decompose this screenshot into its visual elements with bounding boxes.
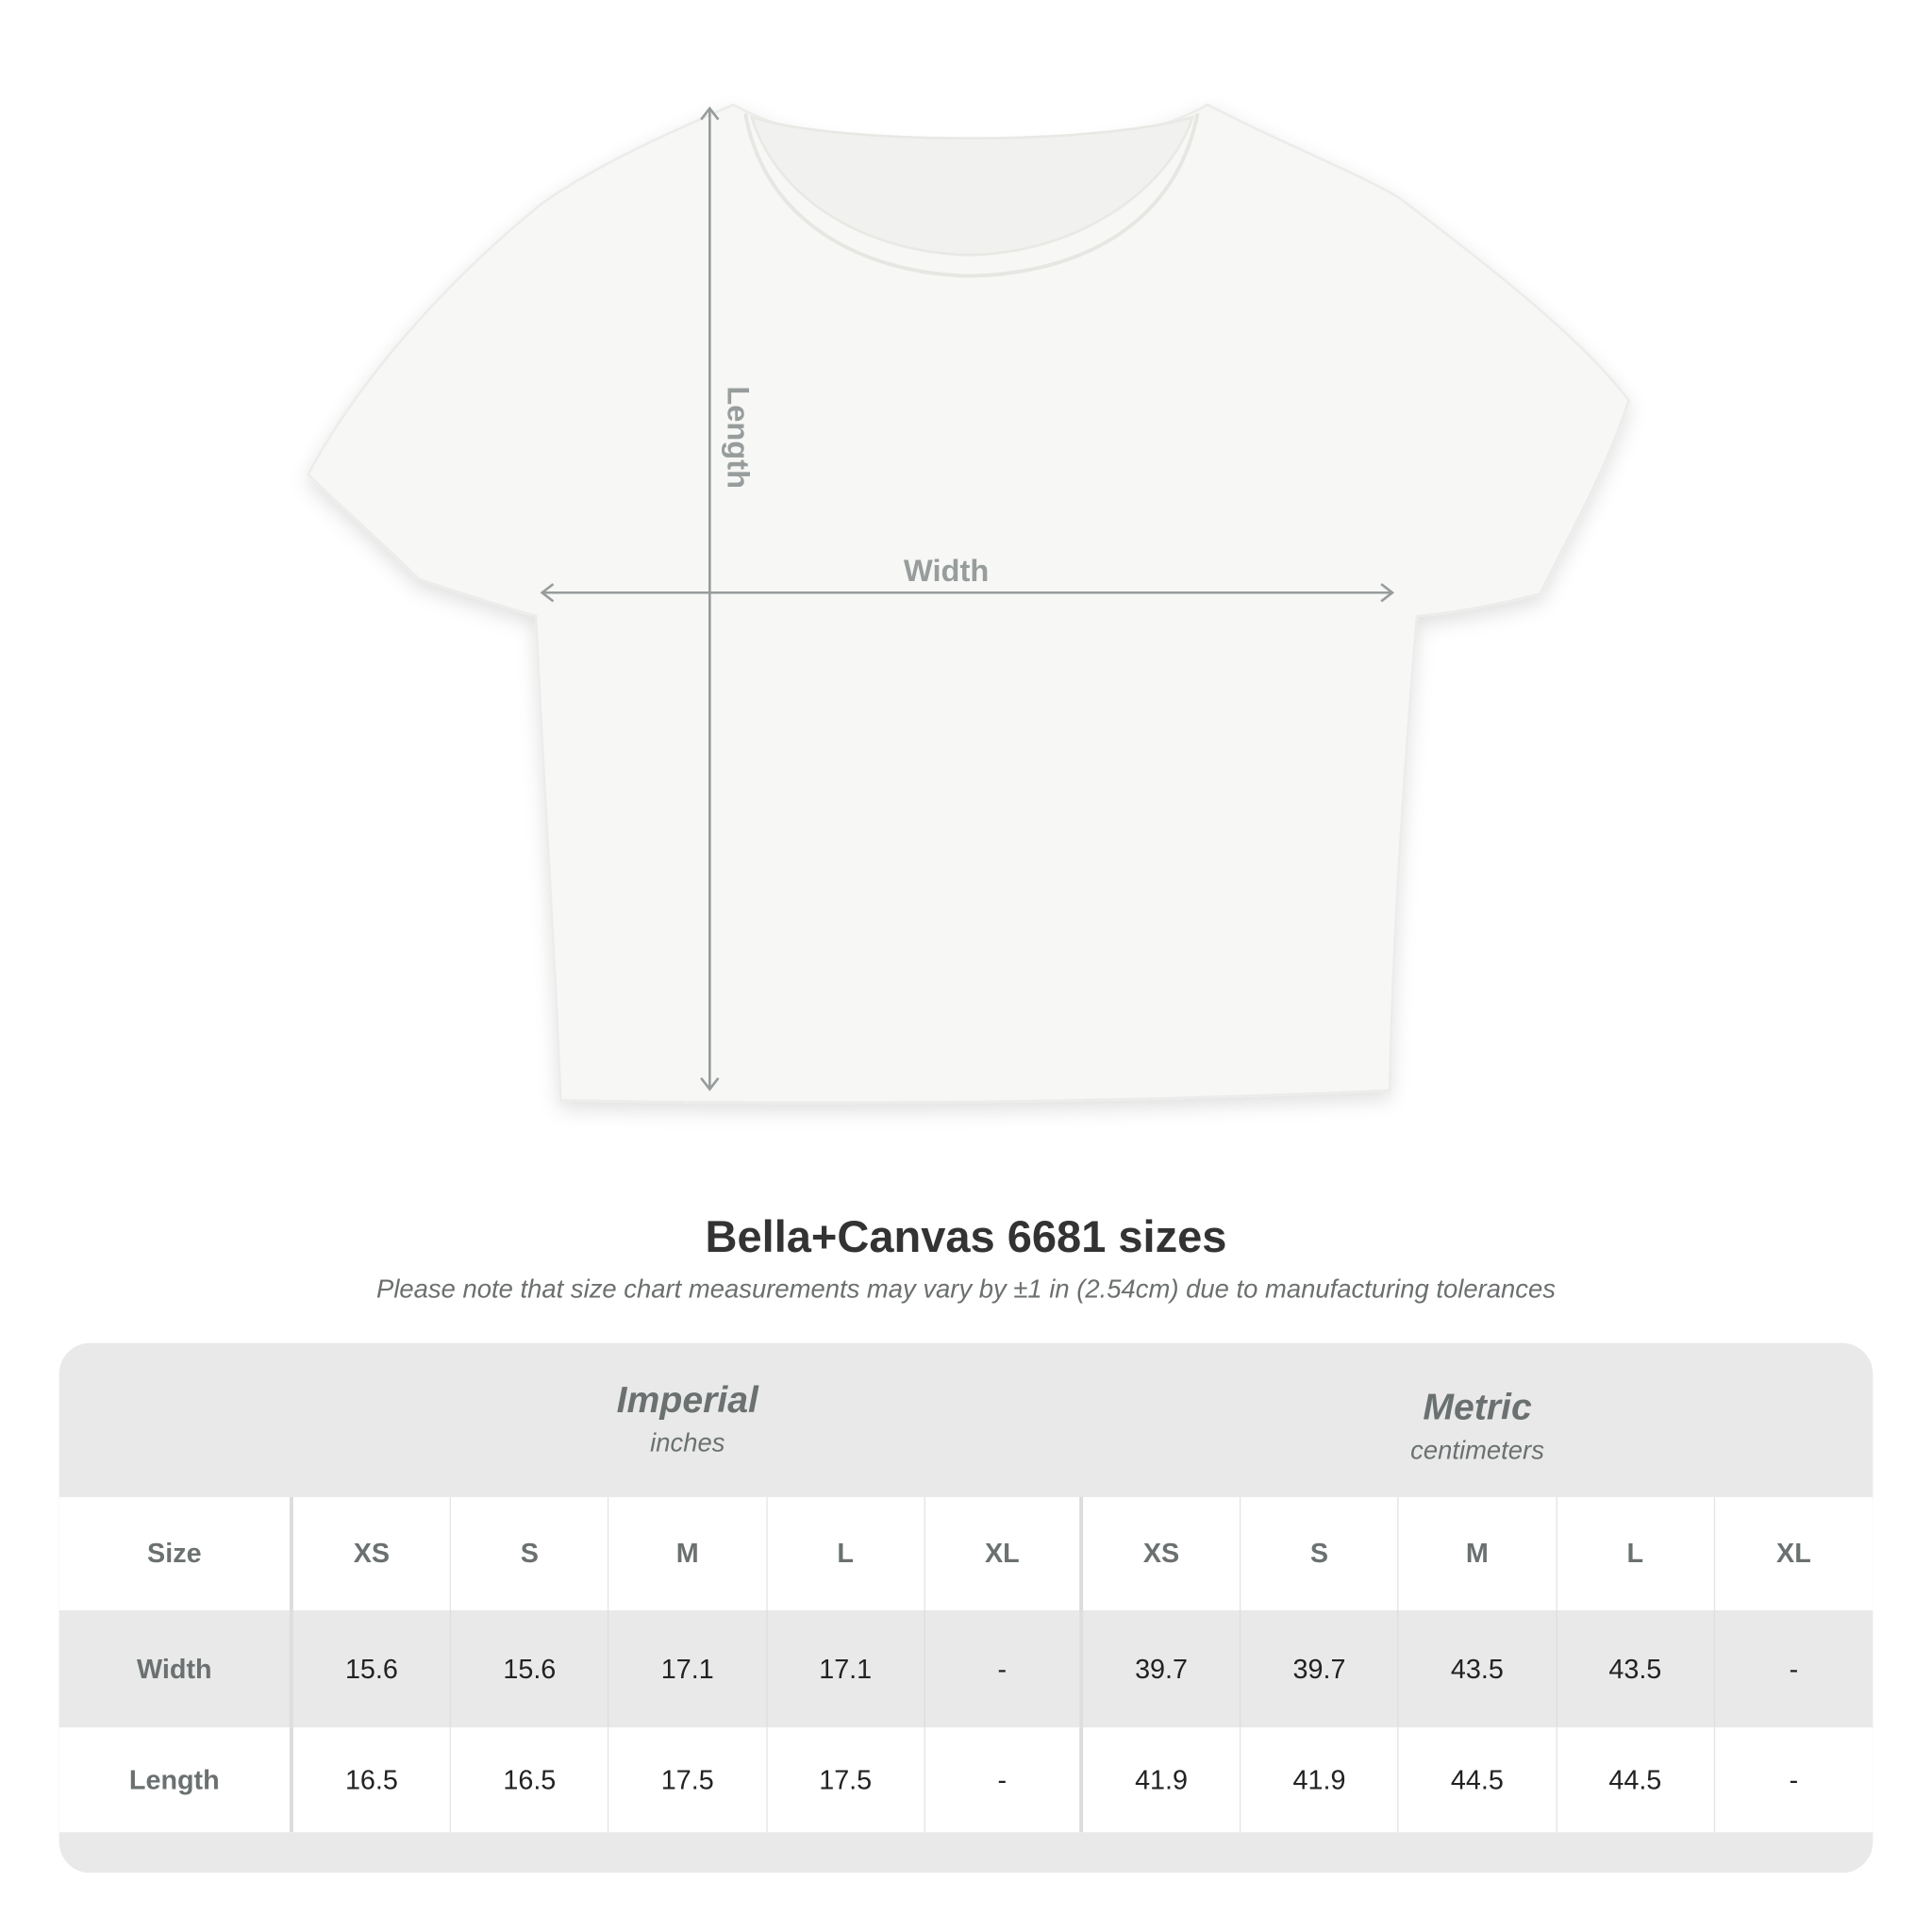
table-cell: 17.5 <box>767 1727 925 1833</box>
size-header-cell: S <box>451 1496 609 1611</box>
table-cell: 17.1 <box>609 1610 768 1728</box>
table-cell: 43.5 <box>1557 1610 1715 1728</box>
tshirt-body <box>306 103 1631 1105</box>
width-label: Width <box>903 554 990 589</box>
size-header-cell: XL <box>1776 1538 1811 1569</box>
size-header-cell: M <box>1399 1496 1557 1611</box>
size-table: Imperial inches Metric centimeters Size X… <box>58 1342 1874 1874</box>
page-title: Bella+Canvas 6681 sizes <box>705 1210 1227 1262</box>
imperial-title: Imperial <box>616 1379 758 1421</box>
imperial-unit: inches <box>650 1429 725 1458</box>
table-cell: 15.6 <box>293 1610 452 1728</box>
length-arrow <box>700 106 720 1091</box>
table-cell: - <box>1789 1763 1799 1795</box>
size-header-cell: XL <box>925 1496 1083 1611</box>
table-cell: 44.5 <box>1399 1727 1557 1833</box>
imperial-header: Imperial inches <box>293 1380 1082 1459</box>
size-header-cell: XS <box>293 1496 452 1611</box>
length-label: Length <box>720 386 755 490</box>
row-label: Length <box>59 1727 293 1833</box>
size-row: Size XS S M L XL XS S M L XL <box>58 1496 1874 1611</box>
tshirt-collar-inner <box>749 115 1195 257</box>
table-cell: 44.5 <box>1557 1727 1715 1833</box>
tolerance-note: Please note that size chart measurements… <box>376 1274 1556 1304</box>
table-cell: 17.1 <box>767 1610 925 1728</box>
length-row: Length 16.5 16.5 17.5 17.5-41.9 41.9 44.5 44.5- <box>58 1727 1874 1833</box>
table-cell: - <box>925 1727 1083 1833</box>
width-arrow <box>540 583 1395 603</box>
table-cell: 16.5 <box>293 1727 452 1833</box>
size-header-cell: L <box>767 1496 925 1611</box>
table-cell: 17.5 <box>609 1727 768 1833</box>
metric-title: Metric <box>1423 1387 1532 1428</box>
tshirt-collar <box>743 112 1200 278</box>
size-header-cell: M <box>609 1496 768 1611</box>
size-header-cell: S <box>1241 1496 1399 1611</box>
width-row: Width 15.6 15.6 17.1 17.1-39.7 39.7 43.5 43.5- <box>58 1610 1874 1728</box>
table-cell: 39.7 <box>1241 1610 1399 1728</box>
row-label: Size <box>59 1496 293 1611</box>
size-header-cell: XS <box>1083 1496 1241 1611</box>
table-cell: 41.9 <box>1083 1727 1241 1833</box>
table-cell: - <box>925 1610 1083 1728</box>
row-label: Width <box>59 1610 293 1728</box>
table-cell: 16.5 <box>451 1727 609 1833</box>
table-cell: 39.7 <box>1083 1610 1241 1728</box>
table-cell: - <box>1789 1653 1799 1684</box>
metric-header: Metric centimeters <box>1082 1388 1874 1467</box>
table-cell: 15.6 <box>451 1610 609 1728</box>
size-header-cell: L <box>1557 1496 1715 1611</box>
table-cell: 43.5 <box>1399 1610 1557 1728</box>
tshirt-image <box>306 103 1631 1105</box>
metric-unit: centimeters <box>1410 1436 1544 1465</box>
table-cell: 41.9 <box>1241 1727 1399 1833</box>
